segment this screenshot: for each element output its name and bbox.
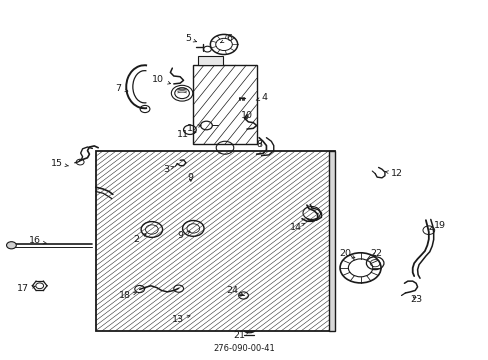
Text: 15: 15 [51, 159, 68, 168]
Circle shape [6, 242, 16, 249]
Text: 10: 10 [152, 75, 170, 84]
Text: 24: 24 [226, 286, 242, 295]
Text: 3: 3 [163, 165, 174, 174]
Text: 20: 20 [338, 249, 354, 258]
Text: 22: 22 [369, 249, 382, 258]
Text: 17: 17 [17, 284, 35, 293]
Text: 8: 8 [256, 140, 262, 149]
Text: 14: 14 [289, 223, 305, 232]
Text: 9: 9 [177, 231, 190, 240]
Text: 6: 6 [220, 34, 231, 43]
Text: 21: 21 [233, 332, 248, 341]
Text: 2: 2 [133, 234, 146, 244]
Text: 11: 11 [176, 130, 196, 139]
Text: 1: 1 [187, 123, 201, 132]
Text: 9: 9 [187, 173, 193, 182]
Text: 23: 23 [409, 294, 422, 303]
Bar [193, 65, 256, 144]
Text: 276-090-00-41: 276-090-00-41 [213, 344, 275, 353]
Text: 4: 4 [256, 93, 267, 102]
Text: 12: 12 [385, 169, 402, 178]
Bar [328, 151, 334, 330]
Text: 7: 7 [115, 84, 128, 93]
Bar [96, 151, 334, 330]
Text: 18: 18 [119, 291, 137, 300]
Text: 10: 10 [241, 111, 252, 120]
Text: 16: 16 [29, 237, 46, 246]
Text: 19: 19 [429, 221, 445, 230]
Bar [198, 56, 222, 65]
Text: 5: 5 [184, 34, 196, 43]
Text: 13: 13 [171, 315, 190, 324]
